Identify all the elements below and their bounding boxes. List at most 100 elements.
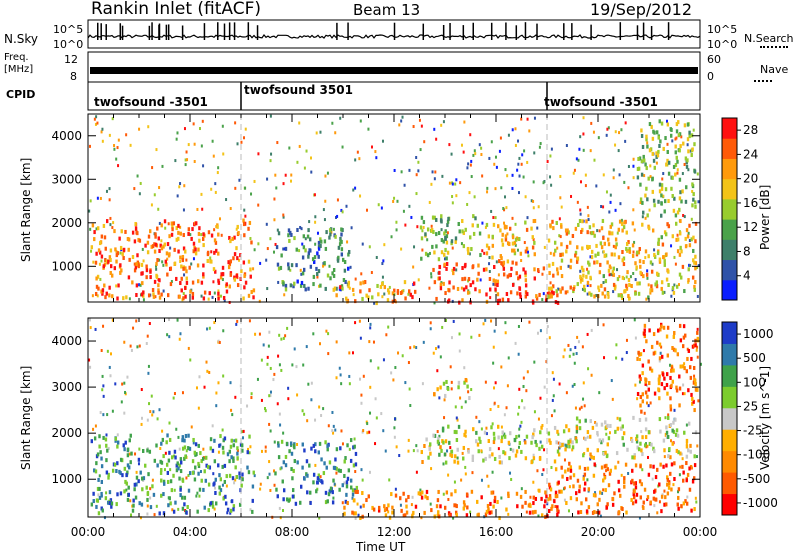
echo-speck <box>432 351 435 355</box>
echo-cell <box>102 435 105 440</box>
echo-cell <box>393 298 397 303</box>
echo-cell <box>594 493 597 498</box>
echo-speck <box>140 388 143 392</box>
echo-speck <box>200 192 203 196</box>
echo-cell <box>601 291 604 296</box>
echo-cell <box>501 232 504 237</box>
echo-cell <box>683 366 686 371</box>
echo-cell <box>181 438 184 443</box>
echo-cell <box>555 289 558 294</box>
echo-speck <box>430 182 433 186</box>
echo-cell <box>518 292 522 297</box>
echo-cell <box>437 436 440 441</box>
echo-cell <box>291 494 295 499</box>
echo-cell <box>642 505 645 510</box>
echo-speck <box>269 429 272 433</box>
echo-speck <box>552 394 555 398</box>
echo-cell <box>438 452 441 457</box>
echo-cell <box>160 292 163 297</box>
echo-speck <box>659 351 662 355</box>
echo-cell <box>343 505 346 510</box>
echo-speck <box>532 453 535 457</box>
echo-cell <box>609 224 612 229</box>
echo-cell <box>599 241 603 246</box>
echo-cell <box>285 497 289 502</box>
echo-cell <box>641 392 644 397</box>
echo-cell <box>505 507 508 512</box>
colorbar-tick-label: -25 <box>743 424 763 438</box>
echo-cell <box>219 477 223 482</box>
echo-cell <box>652 351 656 356</box>
echo-cell <box>321 480 324 485</box>
echo-speck <box>313 193 316 197</box>
echo-cell <box>489 287 492 292</box>
colorbar-swatch <box>722 364 737 387</box>
echo-speck <box>182 292 185 296</box>
echo-cell <box>544 298 548 303</box>
echo-cell <box>153 249 157 254</box>
echo-speck <box>589 149 592 153</box>
echo-cell <box>471 265 474 270</box>
echo-cell <box>499 254 503 259</box>
echo-speck <box>291 363 294 367</box>
echo-cell <box>644 377 647 382</box>
echo-cell <box>660 201 663 206</box>
echo-cell <box>350 485 353 490</box>
echo-cell <box>685 461 688 466</box>
echo-cell <box>377 508 381 513</box>
echo-cell <box>215 248 218 253</box>
echo-speck <box>125 488 128 492</box>
echo-cell <box>542 266 546 271</box>
echo-cell <box>639 182 642 187</box>
echo-cell <box>651 189 654 194</box>
echo-cell <box>391 291 395 296</box>
echo-speck <box>517 412 520 416</box>
echo-speck <box>260 398 263 402</box>
echo-speck <box>123 411 126 415</box>
echo-cell <box>103 283 106 288</box>
echo-speck <box>253 179 256 183</box>
echo-cell <box>669 471 672 476</box>
echo-cell <box>194 251 198 256</box>
echo-speck <box>192 122 195 126</box>
echo-speck <box>135 470 138 474</box>
echo-cell <box>116 251 119 256</box>
nsearch-label: N.Search <box>744 32 794 45</box>
echo-cell <box>556 512 559 517</box>
echo-speck <box>213 507 216 511</box>
echo-speck <box>100 259 103 263</box>
echo-speck <box>421 382 424 386</box>
echo-cell <box>464 227 467 232</box>
echo-cell <box>657 241 660 246</box>
echo-speck <box>117 138 120 142</box>
echo-cell <box>653 350 657 355</box>
echo-cell <box>674 162 678 167</box>
echo-cell <box>644 162 647 167</box>
echo-cell <box>658 257 662 262</box>
echo-cell <box>647 254 650 259</box>
echo-cell <box>583 472 587 477</box>
echo-speck <box>490 319 493 323</box>
echo-cell <box>420 215 424 220</box>
echo-speck <box>388 285 391 289</box>
echo-cell <box>227 260 230 265</box>
echo-cell <box>616 426 620 431</box>
echo-speck <box>634 336 637 340</box>
echo-cell <box>509 290 513 295</box>
echo-speck <box>367 127 370 131</box>
echo-cell <box>539 430 542 435</box>
echo-cell <box>146 490 150 495</box>
echo-speck <box>614 130 617 134</box>
echo-cell <box>177 466 180 471</box>
echo-cell <box>241 443 244 448</box>
echo-speck <box>532 238 535 242</box>
echo-cell <box>346 299 349 304</box>
echo-speck <box>494 216 497 220</box>
echo-speck <box>167 222 170 226</box>
echo-speck <box>451 246 454 250</box>
echo-cell <box>166 242 170 247</box>
echo-speck <box>451 195 454 199</box>
echo-cell <box>149 505 153 510</box>
echo-speck <box>213 321 216 325</box>
echo-cell <box>313 255 317 260</box>
